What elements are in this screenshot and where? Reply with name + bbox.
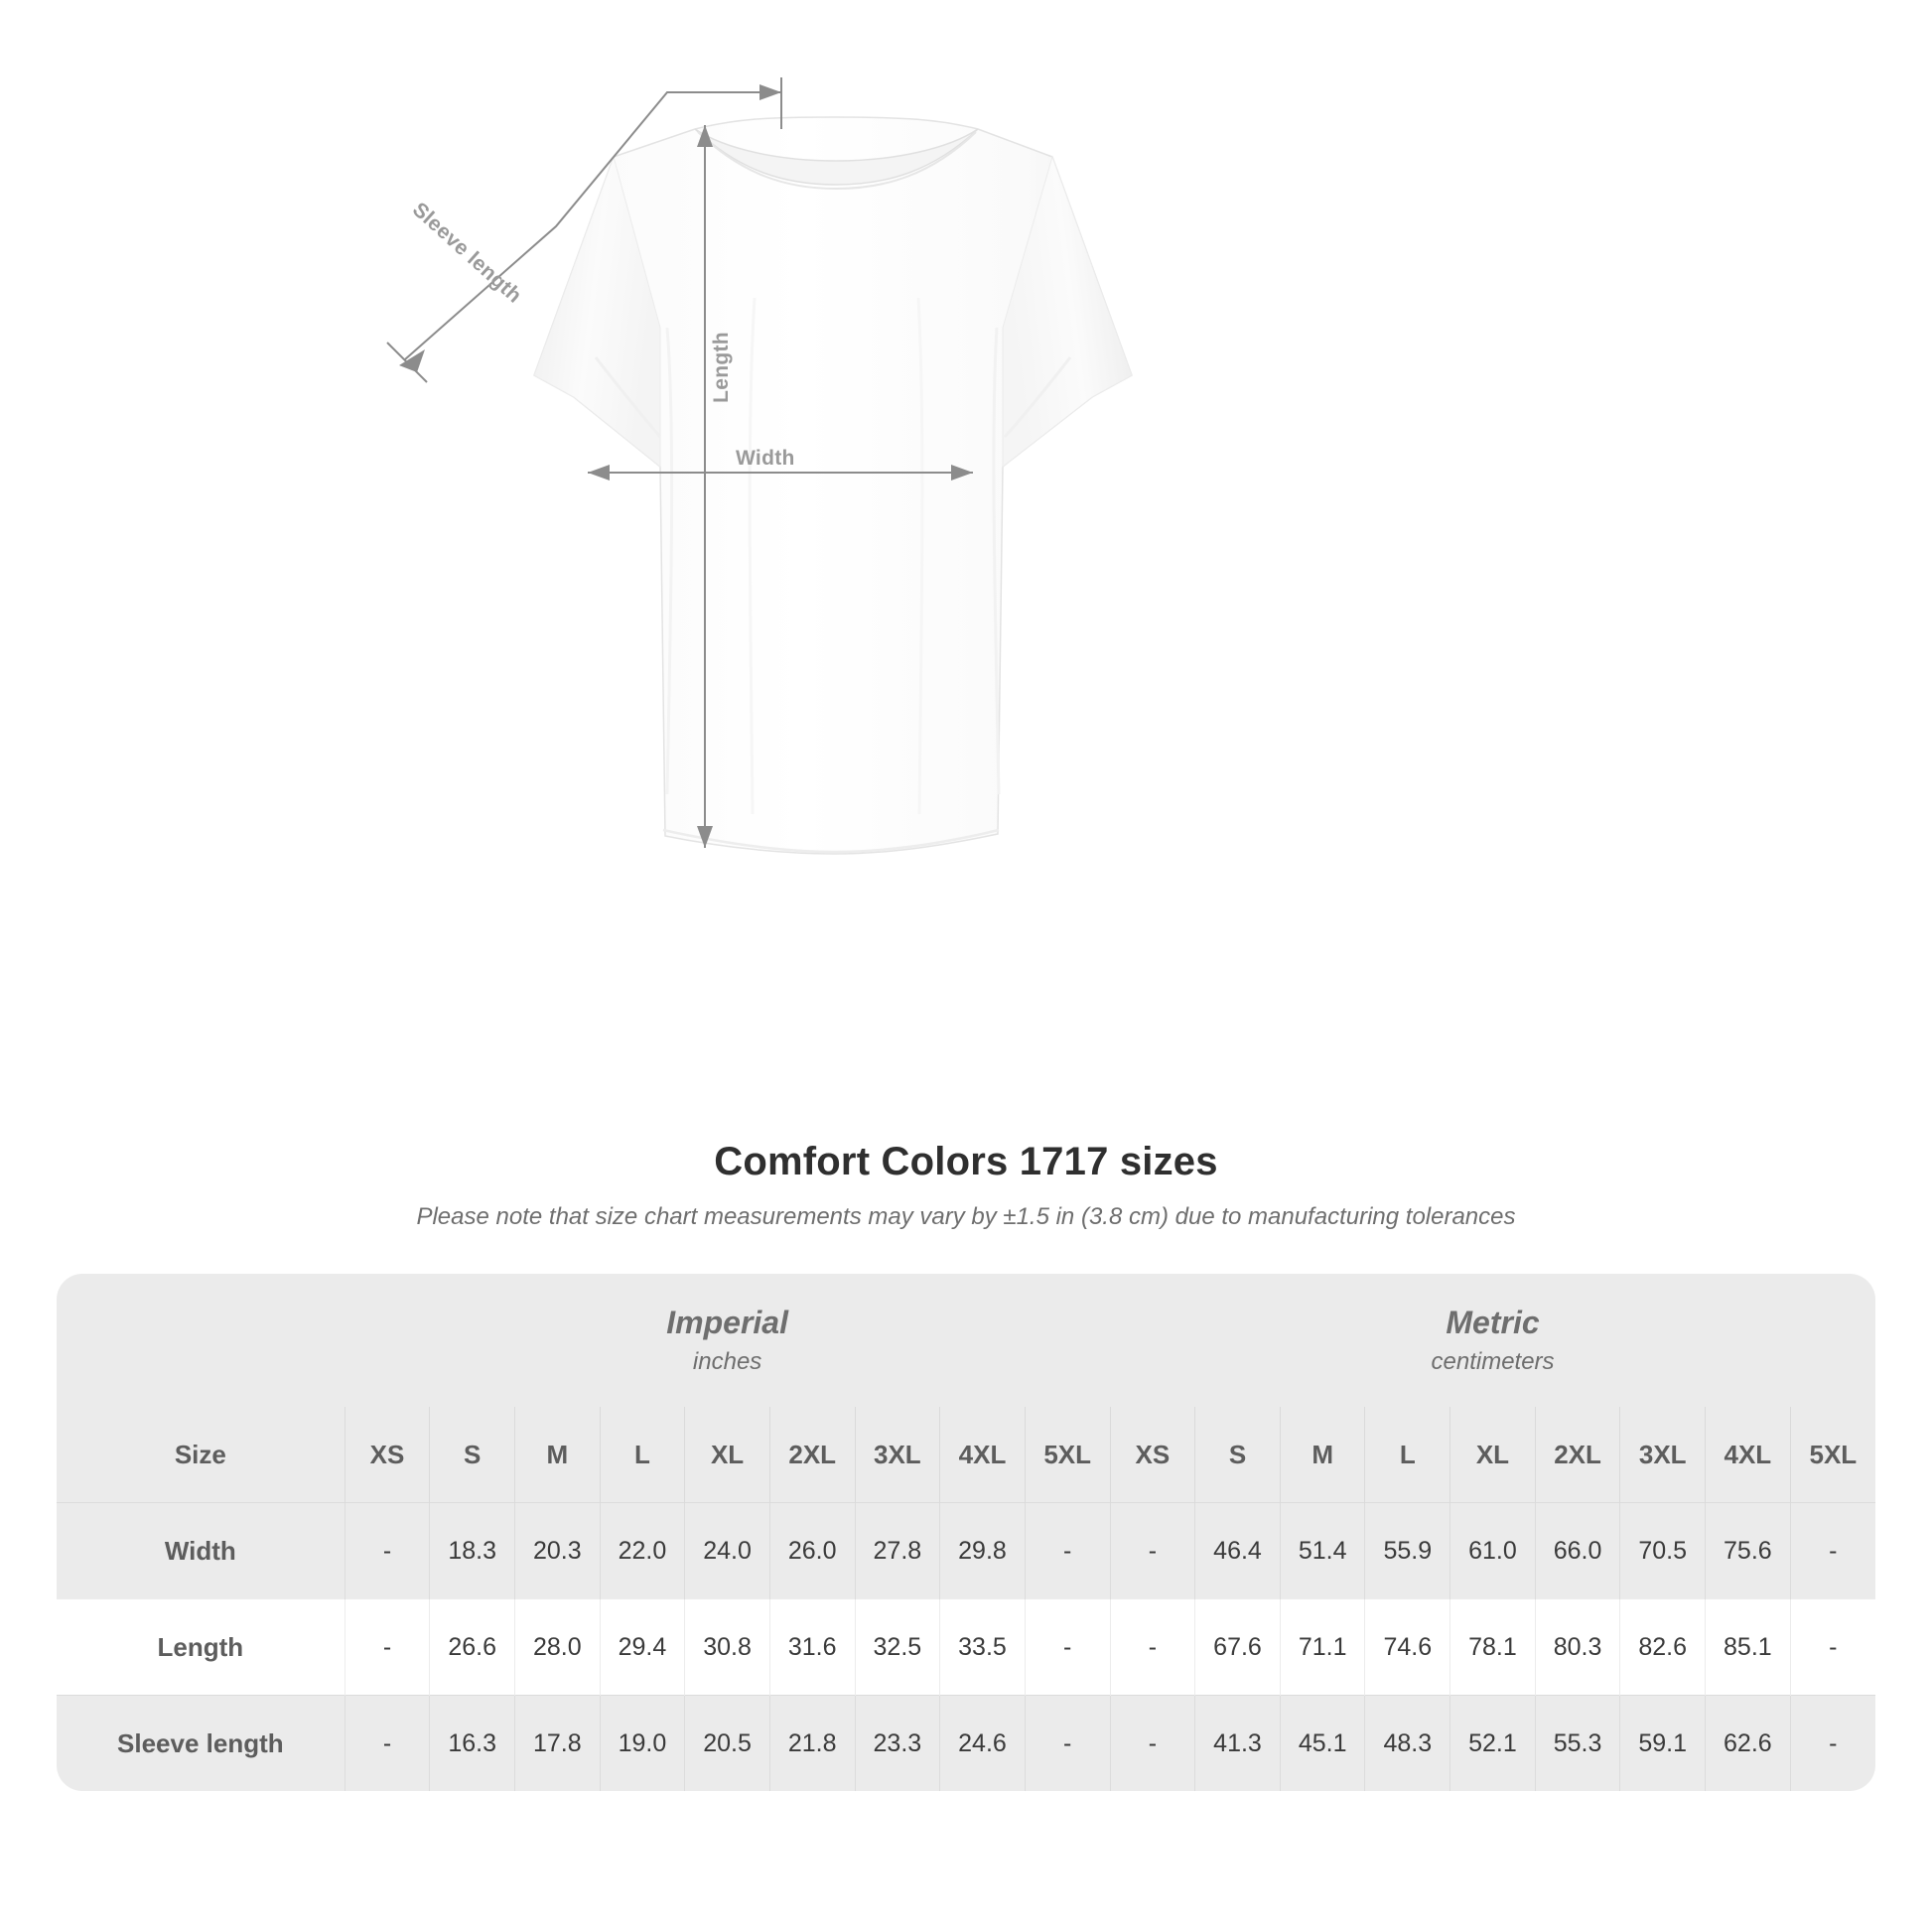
cell-sleeve-imperial-3xl: 23.3 bbox=[854, 1695, 940, 1791]
column-header-metric-5xl: 5XL bbox=[1789, 1407, 1875, 1503]
cell-width-imperial-5xl: - bbox=[1024, 1502, 1111, 1599]
cell-width-imperial-xl: 24.0 bbox=[684, 1502, 770, 1599]
cell-sleeve-metric-l: 48.3 bbox=[1364, 1695, 1450, 1791]
cell-width-metric-s: 46.4 bbox=[1194, 1502, 1281, 1599]
cell-length-metric-3xl: 82.6 bbox=[1619, 1598, 1706, 1696]
column-header-size: Size bbox=[57, 1407, 345, 1503]
cell-width-imperial-l: 22.0 bbox=[599, 1502, 685, 1599]
unit-spacer bbox=[57, 1274, 345, 1407]
cell-sleeve-metric-2xl: 55.3 bbox=[1534, 1695, 1620, 1791]
page-title: Comfort Colors 1717 sizes bbox=[714, 1140, 1218, 1183]
cell-width-imperial-xs: - bbox=[344, 1502, 430, 1599]
cell-length-imperial-2xl: 31.6 bbox=[768, 1598, 856, 1696]
tolerance-note: Please note that size chart measurements… bbox=[416, 1203, 1516, 1230]
cell-length-imperial-xl: 30.8 bbox=[684, 1598, 770, 1696]
cell-length-imperial-5xl: - bbox=[1024, 1598, 1111, 1696]
cell-sleeve-metric-5xl: - bbox=[1789, 1695, 1875, 1791]
cell-length-imperial-s: 26.6 bbox=[429, 1598, 515, 1696]
cell-length-metric-l: 74.6 bbox=[1364, 1598, 1450, 1696]
cell-sleeve-imperial-4xl: 24.6 bbox=[939, 1695, 1026, 1791]
cell-sleeve-imperial-l: 19.0 bbox=[599, 1695, 685, 1791]
tshirt-drawing bbox=[533, 116, 1133, 855]
cell-length-metric-5xl: - bbox=[1789, 1598, 1875, 1696]
row-label-length: Length bbox=[57, 1598, 345, 1696]
table-row: Width - 18.3 20.3 22.0 24.0 26.0 27.8 29… bbox=[57, 1502, 1875, 1599]
length-dimension-label: Length bbox=[710, 332, 733, 403]
cell-length-imperial-m: 28.0 bbox=[513, 1598, 601, 1696]
column-header-metric-l: L bbox=[1364, 1407, 1450, 1503]
size-table-container: Imperial inches Metric centimeters Size … bbox=[57, 1274, 1875, 1791]
cell-width-imperial-2xl: 26.0 bbox=[768, 1502, 856, 1599]
unit-sub-metric: centimeters bbox=[1431, 1348, 1555, 1375]
cell-length-imperial-xs: - bbox=[344, 1598, 430, 1696]
column-header-imperial-3xl: 3XL bbox=[854, 1407, 940, 1503]
column-header-imperial-m: M bbox=[513, 1407, 601, 1503]
cell-sleeve-metric-3xl: 59.1 bbox=[1619, 1695, 1706, 1791]
column-header-imperial-s: S bbox=[429, 1407, 515, 1503]
column-header-metric-3xl: 3XL bbox=[1619, 1407, 1706, 1503]
column-header-imperial-xl: XL bbox=[684, 1407, 770, 1503]
table-row: Sleeve length - 16.3 17.8 19.0 20.5 21.8… bbox=[57, 1695, 1875, 1791]
column-header-metric-s: S bbox=[1194, 1407, 1281, 1503]
cell-sleeve-imperial-m: 17.8 bbox=[513, 1695, 601, 1791]
column-header-imperial-5xl: 5XL bbox=[1024, 1407, 1111, 1503]
cell-sleeve-metric-4xl: 62.6 bbox=[1705, 1695, 1791, 1791]
cell-sleeve-imperial-5xl: - bbox=[1024, 1695, 1111, 1791]
column-header-metric-xs: XS bbox=[1109, 1407, 1195, 1503]
column-header-metric-4xl: 4XL bbox=[1705, 1407, 1791, 1503]
unit-header-row: Imperial inches Metric centimeters bbox=[57, 1274, 1875, 1407]
cell-width-metric-2xl: 66.0 bbox=[1534, 1502, 1620, 1599]
cell-sleeve-metric-s: 41.3 bbox=[1194, 1695, 1281, 1791]
table-row: Length - 26.6 28.0 29.4 30.8 31.6 32.5 3… bbox=[57, 1598, 1875, 1696]
column-header-metric-m: M bbox=[1279, 1407, 1365, 1503]
cell-width-imperial-3xl: 27.8 bbox=[854, 1502, 940, 1599]
cell-width-metric-l: 55.9 bbox=[1364, 1502, 1450, 1599]
row-label-width: Width bbox=[57, 1502, 345, 1599]
cell-sleeve-metric-xs: - bbox=[1109, 1695, 1195, 1791]
cell-width-imperial-4xl: 29.8 bbox=[939, 1502, 1026, 1599]
unit-group-imperial: Imperial inches bbox=[345, 1274, 1111, 1407]
unit-sub-imperial: inches bbox=[692, 1348, 762, 1375]
column-header-metric-xl: XL bbox=[1449, 1407, 1536, 1503]
cell-width-imperial-m: 20.3 bbox=[513, 1502, 601, 1599]
cell-sleeve-imperial-xl: 20.5 bbox=[684, 1695, 770, 1791]
column-header-imperial-xs: XS bbox=[344, 1407, 430, 1503]
cell-length-metric-4xl: 85.1 bbox=[1705, 1598, 1791, 1696]
unit-name-metric: Metric bbox=[1446, 1305, 1540, 1340]
cell-sleeve-imperial-xs: - bbox=[344, 1695, 430, 1791]
cell-sleeve-metric-m: 45.1 bbox=[1279, 1695, 1365, 1791]
cell-length-metric-xl: 78.1 bbox=[1449, 1598, 1536, 1696]
cell-width-metric-4xl: 75.6 bbox=[1705, 1502, 1791, 1599]
cell-width-metric-m: 51.4 bbox=[1279, 1502, 1365, 1599]
garment-illustration: Width Length Sleeve length bbox=[386, 77, 1133, 855]
cell-length-metric-m: 71.1 bbox=[1279, 1598, 1365, 1696]
unit-group-metric: Metric centimeters bbox=[1110, 1274, 1875, 1407]
size-header-row: Size XS S M L XL 2XL 3XL 4XL 5XL XS S M … bbox=[57, 1407, 1875, 1503]
cell-length-metric-s: 67.6 bbox=[1194, 1598, 1281, 1696]
row-label-sleeve-length: Sleeve length bbox=[57, 1695, 345, 1791]
cell-length-imperial-3xl: 32.5 bbox=[854, 1598, 940, 1696]
cell-sleeve-imperial-s: 16.3 bbox=[429, 1695, 515, 1791]
cell-length-imperial-l: 29.4 bbox=[599, 1598, 685, 1696]
cell-width-metric-xl: 61.0 bbox=[1449, 1502, 1536, 1599]
cell-length-metric-xs: - bbox=[1109, 1598, 1195, 1696]
cell-length-metric-2xl: 80.3 bbox=[1534, 1598, 1620, 1696]
column-header-imperial-4xl: 4XL bbox=[939, 1407, 1026, 1503]
size-table: Imperial inches Metric centimeters Size … bbox=[57, 1274, 1875, 1791]
cell-length-imperial-4xl: 33.5 bbox=[939, 1598, 1026, 1696]
cell-width-metric-5xl: - bbox=[1789, 1502, 1875, 1599]
column-header-metric-2xl: 2XL bbox=[1534, 1407, 1620, 1503]
cell-width-metric-xs: - bbox=[1109, 1502, 1195, 1599]
cell-width-metric-3xl: 70.5 bbox=[1619, 1502, 1706, 1599]
cell-width-imperial-s: 18.3 bbox=[429, 1502, 515, 1599]
column-header-imperial-2xl: 2XL bbox=[768, 1407, 856, 1503]
width-dimension-label: Width bbox=[736, 447, 795, 470]
unit-name-imperial: Imperial bbox=[666, 1305, 788, 1340]
cell-sleeve-metric-xl: 52.1 bbox=[1449, 1695, 1536, 1791]
cell-sleeve-imperial-2xl: 21.8 bbox=[768, 1695, 856, 1791]
column-header-imperial-l: L bbox=[599, 1407, 685, 1503]
